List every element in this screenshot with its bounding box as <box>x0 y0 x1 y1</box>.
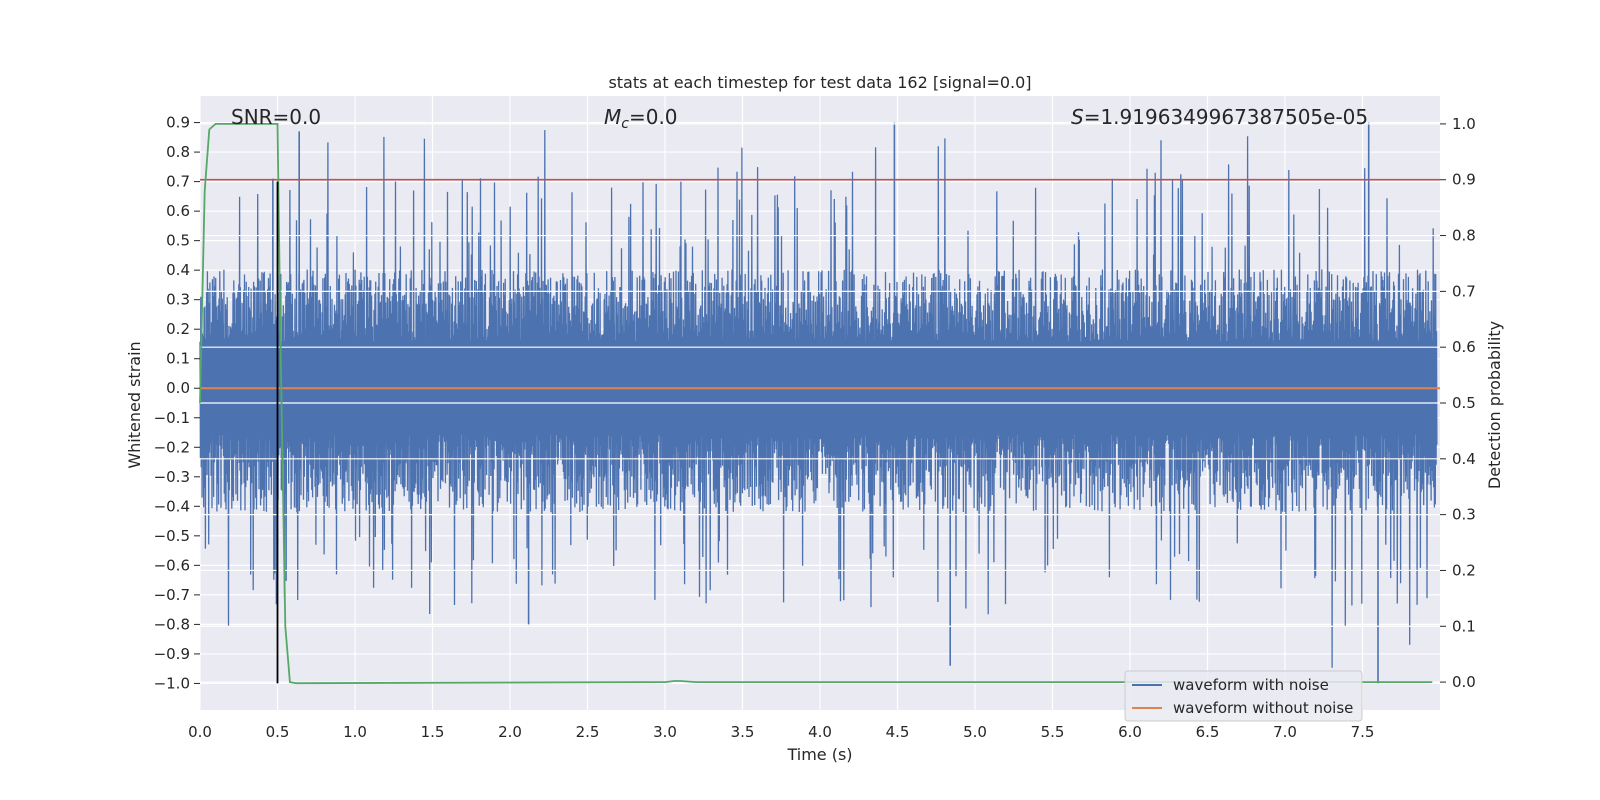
mc-annotation: Mc=0.0 <box>604 105 678 132</box>
y-tick-label-18: −0.9 <box>154 645 190 663</box>
y-axis-right: 1.0 0.9 0.8 0.7 0.6 0.5 0.4 0.3 0.2 0.1 0.0 <box>1440 115 1476 691</box>
y2-tick-label-5: 0.5 <box>1452 394 1476 412</box>
x-tick-label-4: 2.0 <box>498 723 522 741</box>
series-waveform-with-noise <box>199 130 1438 668</box>
y-tick-label-9: 0.0 <box>166 379 190 397</box>
y-tick-label-16: −0.7 <box>154 586 190 604</box>
y2-tick-label-1: 0.9 <box>1452 171 1476 189</box>
y-tick-label-13: −0.4 <box>154 497 190 515</box>
x-tick-label-14: 7.0 <box>1273 723 1297 741</box>
y2-tick-label-0: 1.0 <box>1452 115 1476 133</box>
y2-axis-label: Detection probability <box>1485 321 1504 489</box>
y-axis-label: Whitened strain <box>125 341 144 468</box>
x-tick-label-6: 3.0 <box>653 723 677 741</box>
y2-tick-label-9: 0.1 <box>1452 617 1476 635</box>
x-tick-label-15: 7.5 <box>1351 723 1375 741</box>
legend-label-clean: waveform without noise <box>1173 699 1353 717</box>
legend: waveform with noise waveform without noi… <box>1124 670 1363 722</box>
x-tick-label-12: 6.0 <box>1118 723 1142 741</box>
y-tick-label-15: −0.6 <box>154 556 190 574</box>
y2-tick-label-8: 0.2 <box>1452 561 1476 579</box>
y2-tick-label-10: 0.0 <box>1452 673 1476 691</box>
x-tick-label-0: 0.0 <box>188 723 212 741</box>
y-axis-left: 0.9 0.8 0.7 0.6 0.5 0.4 0.3 0.2 0.1 0.0 −0.1 −0.2 −0… <box>154 114 200 692</box>
y-tick-label-6: 0.3 <box>166 291 190 309</box>
legend-label-noise: waveform with noise <box>1173 676 1329 694</box>
snr-annotation: SNR=0.0 <box>231 105 321 129</box>
x-tick-label-8: 4.0 <box>808 723 832 741</box>
y-tick-label-1: 0.8 <box>166 143 190 161</box>
mc-subscript: c <box>621 116 629 132</box>
s-value: =1.9196349967387505e-05 <box>1084 105 1368 129</box>
legend-box <box>1124 670 1363 722</box>
y-tick-label-12: −0.3 <box>154 468 190 486</box>
y-tick-label-4: 0.5 <box>166 232 190 250</box>
x-axis-label: Time (s) <box>786 745 852 764</box>
x-axis: 0.0 0.5 1.0 1.5 2.0 2.5 3.0 3.5 4.0 4.5 5.0 5.5 6.0 6… <box>188 723 1374 741</box>
plot-area <box>199 122 1440 685</box>
mc-symbol: M <box>604 105 621 129</box>
x-tick-label-2: 1.0 <box>343 723 367 741</box>
y-tick-label-17: −0.8 <box>154 615 190 633</box>
y2-tick-label-2: 0.8 <box>1452 227 1476 245</box>
y2-tick-label-7: 0.3 <box>1452 506 1476 524</box>
x-tick-label-13: 6.5 <box>1196 723 1220 741</box>
x-tick-label-3: 1.5 <box>421 723 445 741</box>
series-detection-probability <box>199 123 1433 685</box>
mc-value: =0.0 <box>629 105 678 129</box>
y-tick-label-0: 0.9 <box>166 114 190 132</box>
y-tick-label-11: −0.2 <box>154 438 190 456</box>
y2-tick-label-3: 0.7 <box>1452 282 1476 300</box>
y-tick-label-7: 0.2 <box>166 320 190 338</box>
chart-title: stats at each timestep for test data 162… <box>608 73 1031 92</box>
y-tick-label-2: 0.7 <box>166 173 190 191</box>
y-tick-label-19: −1.0 <box>154 674 190 692</box>
x-tick-label-5: 2.5 <box>576 723 600 741</box>
s-symbol: S <box>1071 105 1084 129</box>
s-annotation: S=1.9196349967387505e-05 <box>1071 105 1368 129</box>
y2-tick-label-4: 0.6 <box>1452 338 1476 356</box>
x-tick-label-9: 4.5 <box>886 723 910 741</box>
y2-tick-label-6: 0.4 <box>1452 450 1476 468</box>
y-tick-label-8: 0.1 <box>166 350 190 368</box>
y-tick-label-10: −0.1 <box>154 409 190 427</box>
x-tick-label-7: 3.5 <box>731 723 755 741</box>
x-tick-label-10: 5.0 <box>963 723 987 741</box>
x-tick-label-1: 0.5 <box>266 723 290 741</box>
y-tick-label-5: 0.4 <box>166 261 190 279</box>
y-tick-label-3: 0.6 <box>166 202 190 220</box>
x-tick-label-11: 5.5 <box>1041 723 1065 741</box>
y-tick-label-14: −0.5 <box>154 527 190 545</box>
